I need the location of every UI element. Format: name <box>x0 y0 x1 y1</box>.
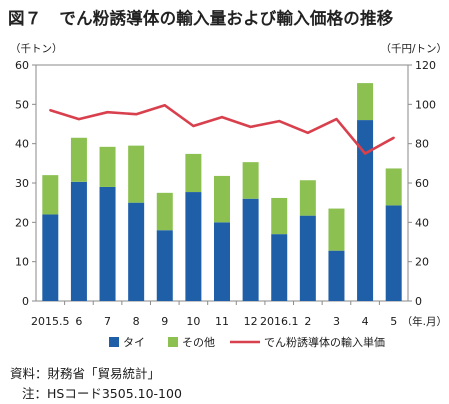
legend-label-thai: タイ <box>123 336 145 349</box>
bar-thai <box>271 234 288 301</box>
y-right-tick-label: 60 <box>415 177 429 190</box>
x-tick-label: 4 <box>362 315 369 328</box>
source-text: 資料：財務省「貿易統計」 <box>10 366 161 381</box>
bar-other <box>70 137 87 182</box>
price-point <box>249 125 252 129</box>
legend-label-other: その他 <box>182 336 215 349</box>
bar-other <box>214 175 230 223</box>
bar-other <box>156 192 173 231</box>
price-point <box>49 109 52 112</box>
x-tick-label: 2 <box>304 315 311 328</box>
y-right-tick-label: 40 <box>415 216 429 229</box>
x-tick-label: 5 <box>390 315 397 328</box>
price-point <box>306 131 310 135</box>
y-left-tick-label: 50 <box>15 98 29 111</box>
price-point <box>278 119 281 123</box>
chart-title-text: でん粉誘導体の輸入量および輸入価格の推移 <box>59 9 394 28</box>
bar-thai <box>357 120 374 301</box>
figure-label: 図７ <box>8 9 42 28</box>
bar-thai <box>128 202 145 301</box>
bar-thai <box>42 214 59 301</box>
price-point <box>106 111 109 114</box>
price-point <box>77 117 81 121</box>
x-axis-unit-label: （年.月） <box>402 315 447 328</box>
price-line <box>49 104 395 155</box>
price-point <box>163 104 166 107</box>
y-left-tick-label: 0 <box>22 295 29 308</box>
y-left-tick-label: 10 <box>15 256 29 269</box>
bar-other <box>357 83 374 121</box>
bar-thai <box>299 215 316 301</box>
price-point <box>392 136 395 139</box>
x-tick-label: 3 <box>333 315 340 328</box>
bar-other <box>299 180 316 216</box>
price-point <box>134 112 138 116</box>
legend-label-price: でん粉誘導体の輸入単価 <box>264 335 385 349</box>
price-point <box>220 115 224 119</box>
y-left-tick-label: 40 <box>15 138 29 151</box>
bar-thai <box>242 198 259 301</box>
price-point <box>363 152 367 155</box>
legend-swatch-other <box>168 337 178 347</box>
chart-title: 図７ でん粉誘導体の輸入量および輸入価格の推移 <box>8 5 393 29</box>
price-point <box>335 117 338 121</box>
bar-thai <box>185 192 202 301</box>
note-text: 注：HSコード3505.10-100 <box>22 386 182 401</box>
bar-thai <box>99 186 116 301</box>
bar-other <box>271 197 288 235</box>
y-right-tick-label: 100 <box>415 98 436 111</box>
x-tick-label: 12 <box>244 315 258 328</box>
bar-thai <box>214 222 230 301</box>
bar-other <box>99 146 116 187</box>
y-left-tick-label: 60 <box>15 59 29 72</box>
y-right-tick-label: 0 <box>415 295 422 308</box>
y-right-tick-label: 120 <box>415 59 436 72</box>
x-tick-label: 11 <box>215 315 229 328</box>
bar-other <box>185 153 202 193</box>
x-tick-label: 7 <box>104 315 111 328</box>
x-tick-label: 2016.1 <box>260 315 299 328</box>
bar-thai <box>156 230 173 301</box>
chart: （千トン） （千円/トン） 0 10 20 30 40 50 60 0 20 40 60 80 100 120… <box>10 43 447 349</box>
x-tick-label: 8 <box>133 315 140 328</box>
y-right-axis-label: （千円/トン） <box>380 43 447 55</box>
x-tick-label: 6 <box>75 315 82 328</box>
bar-other <box>128 145 145 203</box>
y-right-tick-label: 20 <box>415 256 429 269</box>
y-right-tick-label: 80 <box>415 138 429 151</box>
x-tick-label: 9 <box>161 315 168 328</box>
legend-swatch-thai <box>109 337 119 347</box>
bar-other <box>242 162 259 199</box>
y-left-tick-label: 20 <box>15 216 29 229</box>
y-left-tick-label: 30 <box>15 177 29 190</box>
bar-thai <box>70 181 87 301</box>
price-point <box>192 124 195 128</box>
bar-thai <box>328 250 345 301</box>
x-tick-label: 10 <box>186 315 200 328</box>
bar-other <box>385 168 402 206</box>
bar-thai <box>385 205 402 301</box>
x-tick-label: 2015.5 <box>31 315 70 328</box>
bar-other <box>328 208 345 251</box>
y-left-axis-label: （千トン） <box>10 43 63 55</box>
bar-other <box>42 175 59 215</box>
